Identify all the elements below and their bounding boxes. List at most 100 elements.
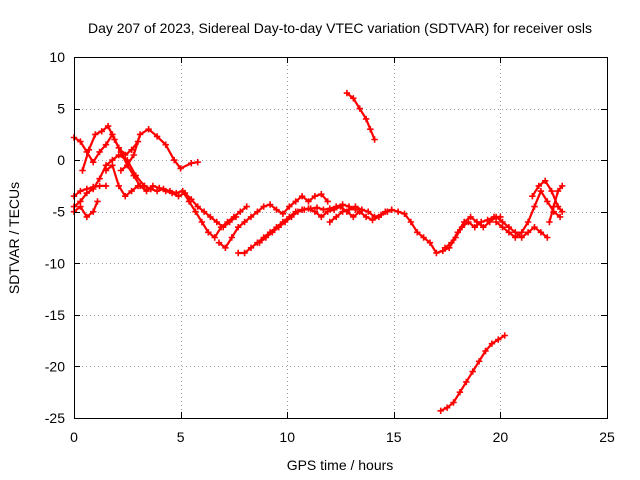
data-point (529, 193, 536, 200)
data-point (77, 187, 84, 195)
data-point (237, 208, 244, 215)
series-arc-6 (117, 162, 240, 231)
series-arc-11 (326, 203, 365, 226)
data-point (454, 229, 461, 236)
data-point (426, 239, 434, 246)
data-point (492, 218, 500, 226)
series-line (345, 91, 376, 141)
data-point (162, 141, 169, 148)
data-point (247, 244, 255, 251)
data-point (177, 165, 184, 172)
data-point (77, 138, 84, 145)
data-point (482, 347, 489, 355)
series-arc-12 (441, 213, 551, 251)
data-point (535, 182, 542, 190)
series-arc-15 (546, 182, 566, 226)
data-point (480, 224, 487, 231)
data-point (377, 211, 385, 218)
data-point (130, 172, 137, 179)
data-point (456, 389, 464, 396)
data-point (294, 208, 302, 215)
series-arc-2 (79, 122, 201, 174)
data-point (83, 185, 90, 193)
data-point (461, 218, 468, 226)
y-tick-label: -20 (45, 358, 65, 374)
data-point (542, 177, 549, 184)
data-point (531, 224, 538, 231)
data-point (448, 239, 455, 246)
grid (74, 57, 607, 418)
y-tick-label: 10 (49, 49, 65, 65)
data-point (247, 213, 255, 221)
data-point (546, 218, 553, 226)
data-point (111, 136, 118, 143)
data-point (544, 198, 551, 205)
y-tick-label: -10 (45, 255, 65, 271)
data-point (273, 206, 280, 213)
x-tick-label: 20 (493, 429, 509, 445)
data-point (333, 213, 340, 221)
data-point (205, 229, 212, 236)
data-point (96, 175, 103, 182)
data-point (371, 213, 378, 221)
data-point (213, 218, 220, 226)
data-point (437, 407, 444, 414)
data-point (352, 203, 359, 210)
data-point (548, 187, 555, 195)
data-point (301, 206, 308, 213)
data-point (559, 208, 566, 215)
data-point (166, 187, 174, 195)
data-point (130, 151, 137, 159)
y-tick-label: -25 (45, 410, 65, 426)
data-point (92, 131, 99, 138)
data-point (77, 203, 84, 210)
axis-ticks: 0 5 10 15 20 25 -25 -20 -15 -10 -5 0 5 10 (45, 49, 615, 445)
data-point (266, 201, 274, 208)
data-point (311, 208, 319, 215)
data-point (441, 244, 449, 251)
data-point (512, 234, 519, 241)
data-point (486, 218, 493, 226)
data-point (235, 224, 242, 231)
data-point (153, 133, 161, 140)
data-point (414, 229, 421, 236)
data-point (269, 229, 276, 236)
data-point (554, 187, 562, 195)
data-point (420, 234, 427, 241)
data-point (96, 182, 103, 190)
data-point (467, 213, 474, 221)
series-arc-14 (529, 177, 566, 215)
data-point (241, 218, 248, 226)
data-point (94, 198, 101, 205)
data-point (281, 218, 289, 226)
data-point (443, 404, 451, 411)
data-point (224, 218, 231, 226)
data-point (98, 128, 105, 135)
data-point (318, 213, 325, 221)
data-point (475, 358, 483, 365)
data-point (83, 213, 90, 221)
data-point (343, 89, 351, 97)
data-point (394, 208, 402, 215)
series-arc-7 (102, 162, 250, 241)
data-point (371, 136, 378, 143)
data-point (495, 336, 502, 343)
data-point (307, 205, 314, 212)
data-point (124, 162, 131, 169)
y-tick-label: 0 (57, 152, 65, 168)
data-point (531, 203, 538, 210)
data-point (326, 218, 333, 226)
series-line (72, 133, 140, 164)
data-point (192, 208, 199, 215)
series-line (548, 184, 564, 224)
data-point (194, 159, 201, 166)
data-point (345, 206, 353, 213)
data-point (143, 187, 150, 195)
y-tick-label: -15 (45, 307, 65, 323)
data-point (254, 208, 261, 215)
data-point (141, 182, 148, 190)
data-point (518, 229, 525, 236)
x-tick-label: 5 (177, 429, 185, 445)
data-point (230, 213, 238, 221)
data-point (537, 187, 545, 195)
